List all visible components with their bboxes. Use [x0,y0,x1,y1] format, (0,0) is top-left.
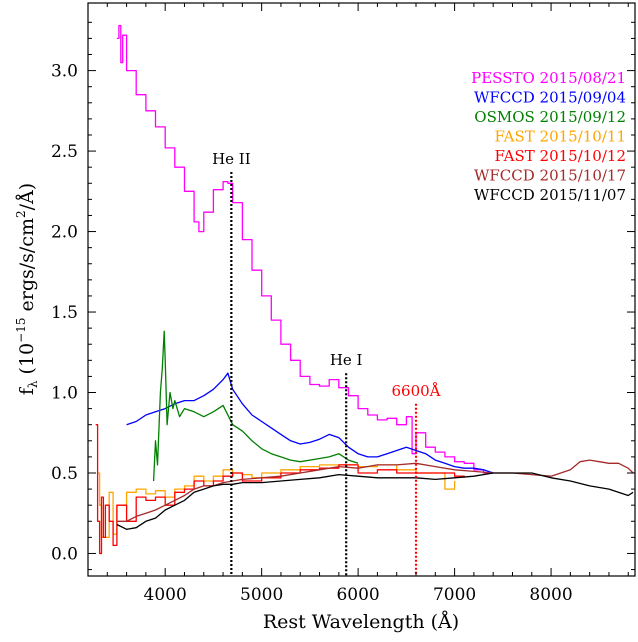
legend-entry-5: WFCCD 2015/10/17 [474,167,626,185]
y-tick-label-1: 0.5 [51,464,78,484]
legend-entry-4: FAST 2015/10/12 [495,147,626,165]
series-layer [95,24,634,555]
tick-layer: 4000 5000 6000 7000 8000 0.0 0.5 1.0 1.5 2.0 2.5 3.… [51,3,635,605]
x-tick-label-1: 5000 [240,585,283,605]
legend-entry-1: WFCCD 2015/09/04 [474,89,626,107]
annotation-layer: He II He I 6600Å [212,150,441,576]
x-tick-label-3: 7000 [433,585,476,605]
y-axis-title-open: (10 [16,343,38,381]
series-line-1 [126,372,494,474]
y-axis-title: fλ (10−15 ergs/s/cm2/Å) [14,183,40,395]
y-tick-label-0: 0.0 [51,544,78,564]
legend-entry-2: OSMOS 2015/09/12 [474,108,626,126]
series-line-0 [116,24,494,474]
y-tick-label-2: 1.0 [51,384,78,404]
y-tick-label-4: 2.0 [51,223,78,243]
y-axis-title-exp: −15 [14,318,28,343]
y-axis-title-close: /Å) [16,183,38,211]
marker-label-1: He I [330,351,363,369]
x-tick-label-2: 6000 [336,585,379,605]
legend-entry-6: WFCCD 2015/11/07 [474,186,626,204]
x-tick-label-4: 8000 [529,585,572,605]
plot-frame [87,2,636,577]
marker-label-0: He II [212,150,251,168]
marker-label-2: 6600Å [391,382,440,400]
y-axis-title-unit: ergs/s/cm [16,218,38,318]
y-axis-title-sq: 2 [14,210,28,218]
series-line-6 [116,472,634,530]
y-axis-title-base: f [16,386,38,395]
series-line-3 [97,464,456,539]
legend-entry-0: PESSTO 2015/08/21 [471,69,626,87]
plot-area: He II He I 6600Å 4000 5000 6000 7000 8000 0.0 0.… [51,2,636,605]
y-tick-label-5: 2.5 [51,142,78,162]
y-tick-label-3: 1.5 [51,303,78,323]
series-line-4 [95,424,465,555]
legend-entry-3: FAST 2015/10/11 [495,128,626,146]
series-line-5 [116,459,634,522]
x-tick-label-0: 4000 [144,585,187,605]
x-axis-title: Rest Wavelength (Å) [263,611,459,633]
y-axis-title-sub: λ [26,380,40,388]
series-line-2 [152,330,359,482]
y-tick-label-6: 3.0 [51,62,78,82]
